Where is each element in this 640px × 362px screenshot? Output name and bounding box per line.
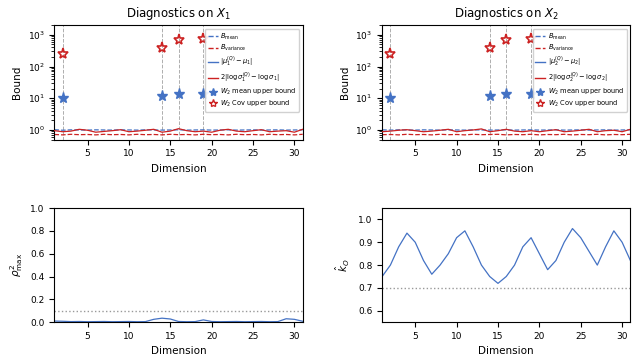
Y-axis label: $\hat{k}_O$: $\hat{k}_O$	[334, 258, 353, 272]
X-axis label: Dimension: Dimension	[479, 164, 534, 174]
Legend: $B_{\rm mean}$, $B_{\rm variance}$, $|\mu_1^{(Q)} - \mu_1|$, $2|\log\sigma_1^{(Q: $B_{\rm mean}$, $B_{\rm variance}$, $|\m…	[205, 29, 300, 111]
Title: Diagnostics on $X_1$: Diagnostics on $X_1$	[126, 5, 231, 22]
Y-axis label: $\rho^2_{\mathrm{max}}$: $\rho^2_{\mathrm{max}}$	[8, 253, 25, 277]
X-axis label: Dimension: Dimension	[151, 164, 206, 174]
X-axis label: Dimension: Dimension	[151, 346, 206, 357]
Legend: $B_{\rm mean}$, $B_{\rm variance}$, $|\mu_2^{(Q)} - \mu_2|$, $2|\log\sigma_2^{(Q: $B_{\rm mean}$, $B_{\rm variance}$, $|\m…	[532, 29, 627, 111]
Title: Diagnostics on $X_2$: Diagnostics on $X_2$	[454, 5, 559, 22]
Y-axis label: Bound: Bound	[340, 66, 349, 99]
Y-axis label: Bound: Bound	[12, 66, 22, 99]
X-axis label: Dimension: Dimension	[479, 346, 534, 357]
